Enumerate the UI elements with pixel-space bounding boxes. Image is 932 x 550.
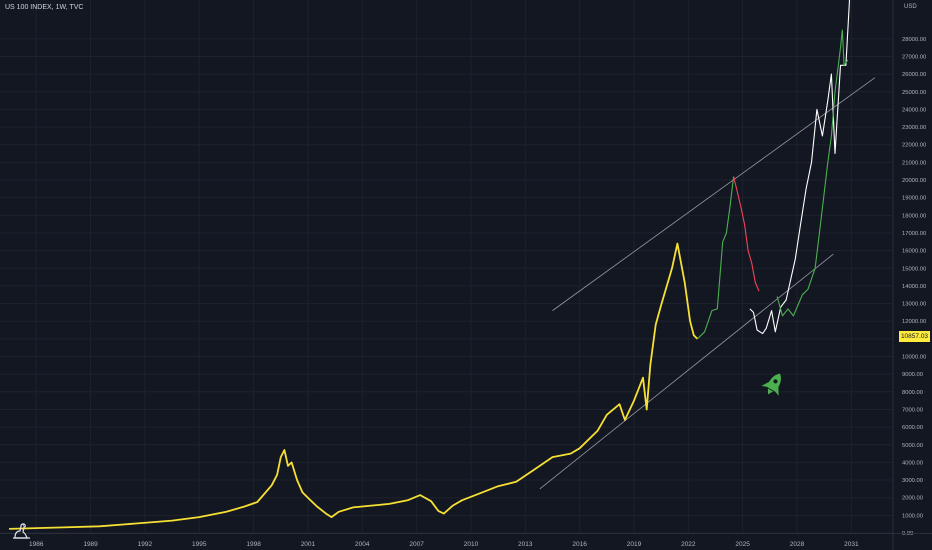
rocket-icon: [761, 373, 781, 396]
current-price-badge: 10857.03: [899, 331, 930, 342]
x-tick-label: 2004: [355, 541, 370, 548]
x-tick-label: 2031: [844, 541, 859, 548]
y-tick-label: 13000.00: [902, 302, 926, 308]
y-tick-label: 16000.00: [902, 249, 926, 255]
x-tick-label: 1992: [138, 541, 153, 548]
projection-series-line-4: [776, 29, 849, 317]
projection-series-line-1: [697, 176, 735, 340]
y-tick-label: 14000.00: [902, 284, 926, 290]
x-tick-label: 1986: [29, 541, 44, 548]
projection-series-line-3: [749, 0, 851, 335]
x-tick-label: 2022: [681, 541, 696, 548]
currency-label: USD: [904, 4, 917, 10]
series-lines: [9, 0, 851, 530]
y-tick-label: 27000.00: [902, 54, 926, 60]
x-axis[interactable]: 1986 1989 1992 1995 1998 2001 2004 2007 2010 2013…: [0, 533, 932, 549]
history-series-line-0: [9, 242, 699, 530]
y-tick-label: 2000.00: [902, 496, 923, 502]
projection-series-line-2: [733, 176, 760, 292]
y-tick-label: 19000.00: [902, 196, 926, 202]
y-tick-label: 20000.00: [902, 178, 926, 184]
x-tick-label: 1995: [192, 541, 207, 548]
y-tick-label: 8000.00: [902, 390, 923, 396]
x-tick-label: 1998: [246, 541, 261, 548]
y-tick-label: 22000.00: [902, 143, 926, 149]
y-axis[interactable]: 0.001000.002000.003000.004000.005000.006…: [892, 0, 926, 550]
x-tick-label: 2001: [301, 541, 316, 548]
x-tick-label: 2025: [735, 541, 750, 548]
y-tick-label: 25000.00: [902, 90, 926, 96]
x-tick-label: 2019: [627, 541, 642, 548]
x-tick-label: 2007: [409, 541, 424, 548]
x-tick-label: 2010: [464, 541, 479, 548]
x-tick-label: 1989: [83, 541, 98, 548]
trend-channel-upper-line[interactable]: [552, 77, 876, 311]
x-tick-label: 2016: [572, 541, 587, 548]
y-tick-label: 4000.00: [902, 460, 923, 466]
grid-lines: [0, 0, 893, 534]
y-tick-label: 9000.00: [902, 372, 923, 378]
y-tick-label: 7000.00: [902, 407, 923, 413]
y-tick-label: 10000.00: [902, 355, 926, 361]
y-tick-label: 24000.00: [902, 107, 926, 113]
y-tick-label: 12000.00: [902, 319, 926, 325]
y-tick-label: 3000.00: [902, 478, 923, 484]
y-tick-label: 21000.00: [902, 160, 926, 166]
y-tick-label: 23000.00: [902, 125, 926, 131]
y-tick-label: 28000.00: [902, 37, 926, 43]
y-tick-label: 5000.00: [902, 443, 923, 449]
y-tick-label: 15000.00: [902, 266, 926, 272]
trend-channel-lower-line[interactable]: [539, 253, 834, 490]
y-tick-label: 1000.00: [902, 513, 923, 519]
trend-channel[interactable]: [539, 77, 876, 490]
symbol-title[interactable]: US 100 INDEX, 1W, TVC: [5, 4, 84, 11]
y-tick-label: 17000.00: [902, 231, 926, 237]
y-tick-label: 18000.00: [902, 213, 926, 219]
y-tick-label: 26000.00: [902, 72, 926, 78]
x-tick-label: 2028: [790, 541, 805, 548]
x-tick-label: 2013: [518, 541, 533, 548]
y-tick-label: 6000.00: [902, 425, 923, 431]
tradingview-dino-icon[interactable]: [12, 521, 32, 541]
